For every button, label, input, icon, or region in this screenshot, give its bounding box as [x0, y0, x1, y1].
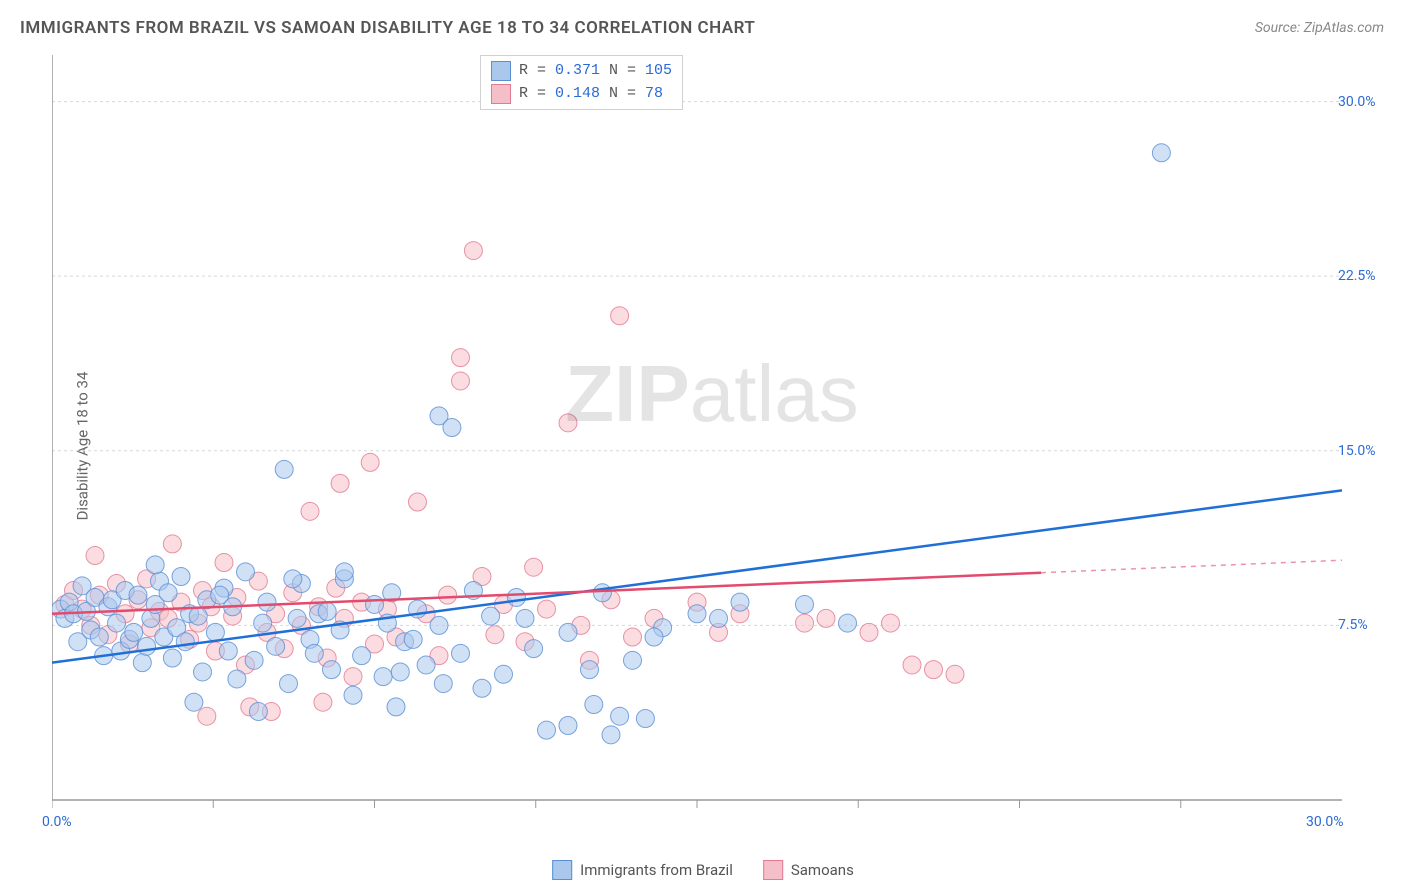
legend-item-1: Samoans	[763, 860, 854, 880]
legend-bottom-label-0: Immigrants from Brazil	[580, 861, 733, 879]
plot-area: ZIPatlas	[52, 55, 1372, 825]
series-legend: Immigrants from Brazil Samoans	[552, 860, 854, 880]
legend-bottom-swatch-1	[763, 860, 783, 880]
legend-bottom-swatch-0	[552, 860, 572, 880]
source-prefix: Source:	[1255, 20, 1304, 36]
correlation-legend: R = 0.371 N = 105 R = 0.148 N = 78	[480, 55, 683, 110]
y-tick-label: 7.5%	[1338, 617, 1368, 633]
chart-svg	[52, 55, 1372, 825]
legend-text-0: R = 0.371 N = 105	[519, 60, 672, 83]
source-attribution: Source: ZipAtlas.com	[1255, 20, 1384, 36]
chart-title: IMMIGRANTS FROM BRAZIL VS SAMOAN DISABIL…	[20, 18, 755, 38]
legend-swatch-0	[491, 61, 511, 81]
legend-bottom-label-1: Samoans	[791, 861, 854, 879]
legend-swatch-1	[491, 84, 511, 104]
legend-row-1: R = 0.148 N = 78	[491, 83, 672, 106]
chart-container: IMMIGRANTS FROM BRAZIL VS SAMOAN DISABIL…	[0, 0, 1406, 892]
legend-row-0: R = 0.371 N = 105	[491, 60, 672, 83]
y-tick-label: 22.5%	[1338, 268, 1376, 284]
x-axis-min-label: 0.0%	[42, 814, 72, 830]
y-tick-label: 15.0%	[1338, 443, 1376, 459]
legend-item-0: Immigrants from Brazil	[552, 860, 733, 880]
y-tick-label: 30.0%	[1338, 94, 1376, 110]
source-name: ZipAtlas.com	[1304, 20, 1384, 36]
x-axis-max-label: 30.0%	[1306, 814, 1344, 830]
legend-text-1: R = 0.148 N = 78	[519, 83, 663, 106]
